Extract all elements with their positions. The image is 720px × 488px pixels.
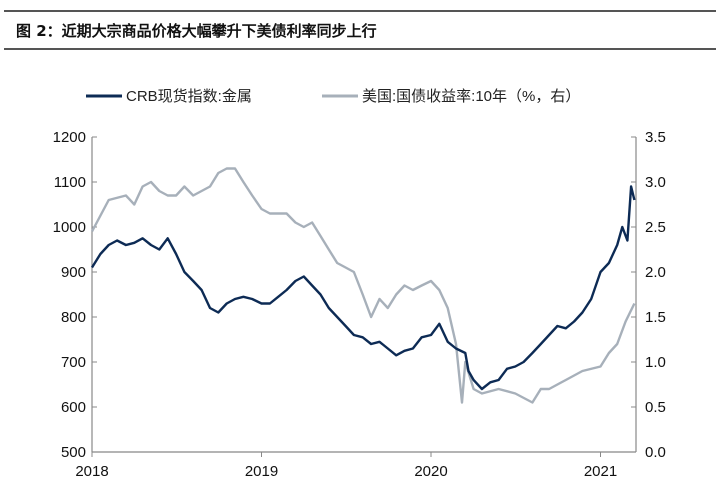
title-rule [4, 48, 716, 50]
left-tick-label: 900 [61, 264, 86, 281]
right-tick-label: 0.0 [645, 444, 666, 461]
top-rule [4, 10, 716, 12]
right-tick-label: 1.5 [645, 309, 666, 326]
right-tick-label: 2.0 [645, 264, 666, 281]
legend-label: CRB现货指数:金属 [126, 88, 252, 105]
x-tick-label: 2020 [414, 463, 447, 480]
legend-label: 美国:国债收益率:10年（%，右） [362, 88, 580, 105]
left-tick-label: 800 [61, 309, 86, 326]
x-tick-label: 2018 [75, 463, 108, 480]
left-tick-label: 1200 [53, 129, 86, 146]
left-tick-label: 500 [61, 444, 86, 461]
right-tick-label: 2.5 [645, 219, 666, 236]
series-line-crb-metals [90, 185, 636, 391]
right-tick-label: 1.0 [645, 354, 666, 371]
series-line-us-10y-yield [90, 167, 636, 404]
right-tick-label: 3.0 [645, 174, 666, 191]
left-tick-label: 1000 [53, 219, 86, 236]
right-tick-label: 3.5 [645, 129, 666, 146]
figure-title: 图 2：近期大宗商品价格大幅攀升下美债利率同步上行 [16, 22, 377, 40]
x-tick-label: 2021 [584, 463, 617, 480]
left-tick-label: 1100 [54, 174, 86, 191]
x-tick-label: 2019 [245, 463, 278, 480]
left-tick-label: 600 [61, 399, 86, 416]
right-tick-label: 0.5 [645, 399, 666, 416]
left-tick-label: 700 [61, 354, 86, 371]
